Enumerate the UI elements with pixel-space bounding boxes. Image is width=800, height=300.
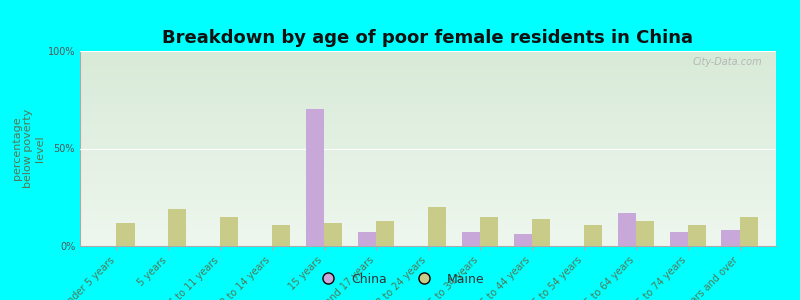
Bar [740, 217, 758, 246]
Bar [636, 220, 654, 246]
Bar [688, 224, 706, 246]
Bar [722, 230, 740, 246]
Bar [376, 220, 394, 246]
Bar [116, 223, 134, 246]
Legend: China, Maine: China, Maine [311, 268, 489, 291]
Title: Breakdown by age of poor female residents in China: Breakdown by age of poor female resident… [162, 29, 694, 47]
Bar [514, 234, 532, 246]
Bar [220, 217, 238, 246]
Y-axis label: percentage
below poverty
level: percentage below poverty level [12, 109, 45, 188]
Bar [670, 232, 688, 246]
Bar [306, 110, 324, 246]
Bar [584, 224, 602, 246]
Bar [532, 219, 550, 246]
Bar [462, 232, 480, 246]
Bar [358, 232, 376, 246]
Bar [480, 217, 498, 246]
Bar [428, 207, 446, 246]
Text: City-Data.com: City-Data.com [693, 57, 762, 67]
Bar [618, 213, 636, 246]
Bar [272, 224, 290, 246]
Bar [168, 209, 186, 246]
Bar [324, 223, 342, 246]
